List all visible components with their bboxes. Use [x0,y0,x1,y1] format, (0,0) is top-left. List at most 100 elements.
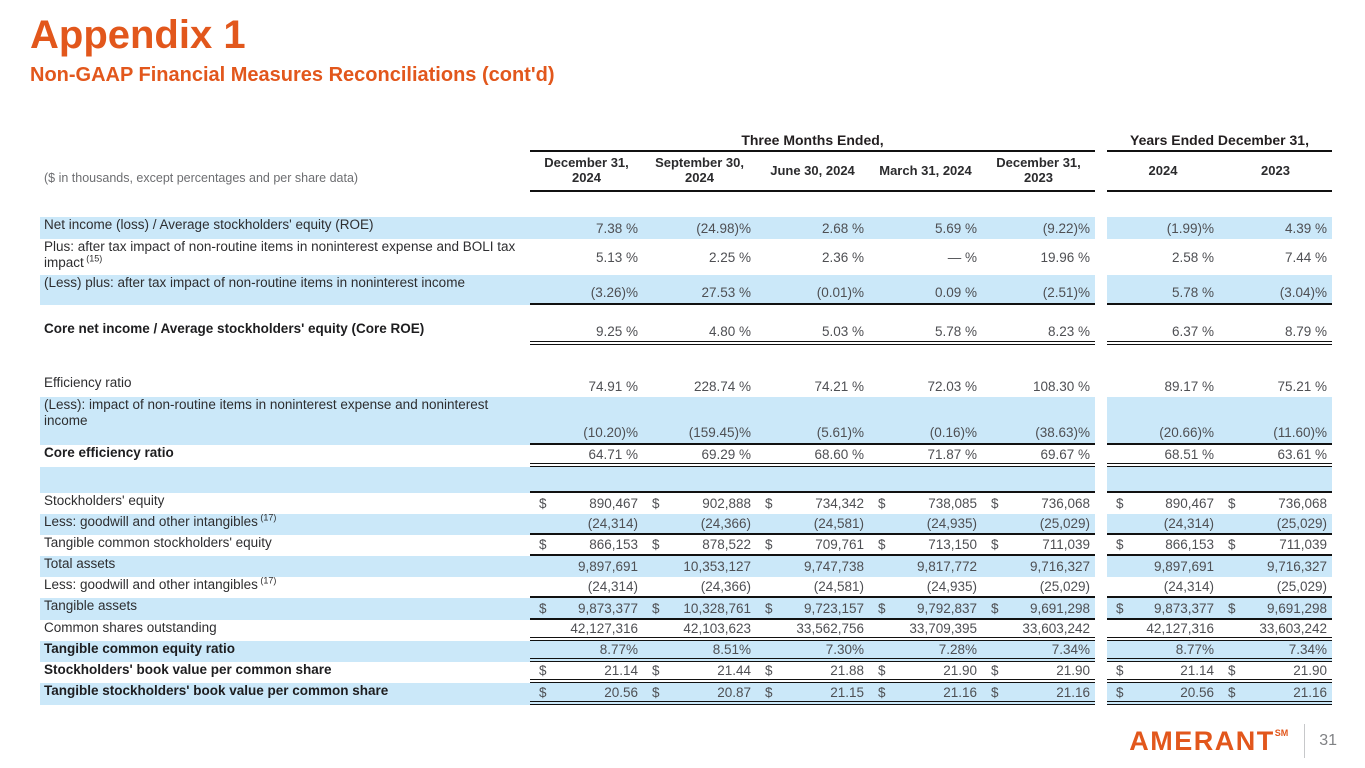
table-cell: 7.34% [982,641,1095,662]
row-label: Core net income / Average stockholders' … [44,321,425,336]
table-row: Efficiency ratio 74.91 % 228.74 % 74.21 % 72… [40,375,1332,397]
table-cell: 42,103,623 [643,620,756,641]
table-cell: 68.51 % [1107,445,1219,467]
table-cell: 63.61 % [1219,445,1332,467]
cell-value: 10,328,761 [683,600,751,616]
table-cell: $878,522 [643,535,756,556]
reconciliation-table-body: Net income (loss) / Average stockholders… [40,217,1332,705]
column-gap [1095,641,1107,662]
cell-value: 21.44 [717,663,751,678]
table-cell: 7.44 % [1284,249,1327,265]
table-cell: $21.88 [756,662,869,683]
page-subtitle: Non-GAAP Financial Measures Reconciliati… [30,64,555,86]
table-cell: 6.37 % [1107,321,1219,345]
dollar-sign: $ [991,537,999,552]
table-cell: (25,029) [982,514,1095,535]
dollar-sign: $ [539,684,547,700]
table-cell: 7.30% [756,641,869,662]
cell-value: 9,873,377 [577,600,638,616]
table-cell: $736,068 [982,493,1095,514]
table-row: Common shares outstanding 42,127,316 42,10… [40,620,1332,641]
dollar-sign: $ [991,663,999,678]
row-label: Net income (loss) / Average stockholders… [40,217,530,239]
cell-value: 21.90 [1293,663,1327,678]
table-column-header-row: ($ in thousands, except percentages and … [40,152,1332,190]
cell-value: 736,068 [1041,496,1090,511]
table-cell: 8.77% [530,641,643,662]
table-cell: 7.38 % [530,217,643,239]
table-cell: (159.45)% [643,397,756,445]
table-cell: $9,873,377 [530,598,643,620]
cell-value: 878,522 [702,537,751,552]
table-row: Core efficiency ratio 64.71 % 69.29 % 68.60… [40,445,1332,467]
group-header-quarters: Three Months Ended, [530,132,1095,152]
table-cell: (24,314) [530,577,643,598]
dollar-sign: $ [652,496,660,511]
reconciliation-table: Three Months Ended, Years Ended December… [40,130,1332,705]
row-label: (Less): impact of non-routine items in n… [40,397,530,445]
column-gap [1095,375,1107,397]
cell-value: 9,691,298 [1266,600,1327,616]
column-gap [1095,467,1107,493]
table-cell: 71.87 % [869,445,982,467]
table-cell: 8.77% [1107,641,1219,662]
table-cell: (5.61)% [756,397,869,445]
table-cell: $709,761 [756,535,869,556]
row-label: Tangible assets [40,598,530,620]
table-cell: 2.68 % [756,217,869,239]
table-cell: 33,603,242 [982,620,1095,641]
table-cell: 0.09 % [869,275,982,305]
row-label: Core efficiency ratio [44,445,174,460]
table-cell: (24,581) [756,514,869,535]
cell-value: 738,085 [928,496,977,511]
column-header: 2023 [1261,162,1290,178]
table-cell: $713,150 [869,535,982,556]
table-cell: 5.03 % [756,321,869,345]
column-header: September 30, 2024 [655,155,744,185]
table-cell: 68.60 % [756,445,869,467]
table-row: Tangible common stockholders' equity $866… [40,535,1332,556]
cell-value: 20.87 [717,684,751,700]
dollar-sign: $ [652,537,660,552]
table-row: Tangible common equity ratio 8.77% 8.51% 7.… [40,641,1332,662]
table-cell: 33,603,242 [1219,620,1332,641]
column-header: March 31, 2024 [879,162,972,178]
table-cell [1107,467,1219,493]
cell-value: 21.88 [830,663,864,678]
table-cell: 27.53 % [643,275,756,305]
table-cell: (38.63)% [982,397,1095,445]
table-cell: (2.51)% [982,275,1095,305]
dollar-sign: $ [539,600,547,616]
dollar-sign: $ [991,684,999,700]
table-cell: 8.51% [643,641,756,662]
table-cell: (24,366) [643,514,756,535]
amerant-logo-servicemark: SM [1274,727,1289,738]
table-cell: 4.39 % [1219,217,1332,239]
cell-value: 9,873,377 [1153,600,1214,616]
dollar-sign: $ [1116,537,1124,552]
table-cell: 8.79 % [1219,321,1332,345]
table-row: Stockholders' equity $890,467 $902,888 $734… [40,493,1332,514]
table-cell: $890,467 [1107,493,1219,514]
footnote-ref: (17) [257,512,277,523]
table-cell: 9,747,738 [756,556,869,577]
table-cell: (3.26)% [530,275,643,305]
table-row: (Less) plus: after tax impact of non-rou… [40,275,1332,305]
table-cell: (24,314) [1107,577,1219,598]
table-cell: $890,467 [530,493,643,514]
cell-value: 21.16 [943,684,977,700]
table-row: (Less): impact of non-routine items in n… [40,397,1332,445]
footnote-ref: (17) [257,575,277,586]
table-cell: — % [947,249,977,265]
table-cell: 9.25 % [530,321,643,345]
cell-value: 866,153 [1165,537,1214,552]
cell-value: 734,342 [815,496,864,511]
amerant-logo: AMERANTSM [1129,727,1289,755]
table-cell: 72.03 % [927,378,977,394]
table-cell: $711,039 [982,535,1095,556]
dollar-sign: $ [991,600,999,616]
table-cell: (24,935) [869,577,982,598]
row-label: Tangible stockholders' book value per co… [40,683,530,705]
cell-value: 711,039 [1279,537,1327,552]
table-cell: $21.16 [869,683,982,705]
